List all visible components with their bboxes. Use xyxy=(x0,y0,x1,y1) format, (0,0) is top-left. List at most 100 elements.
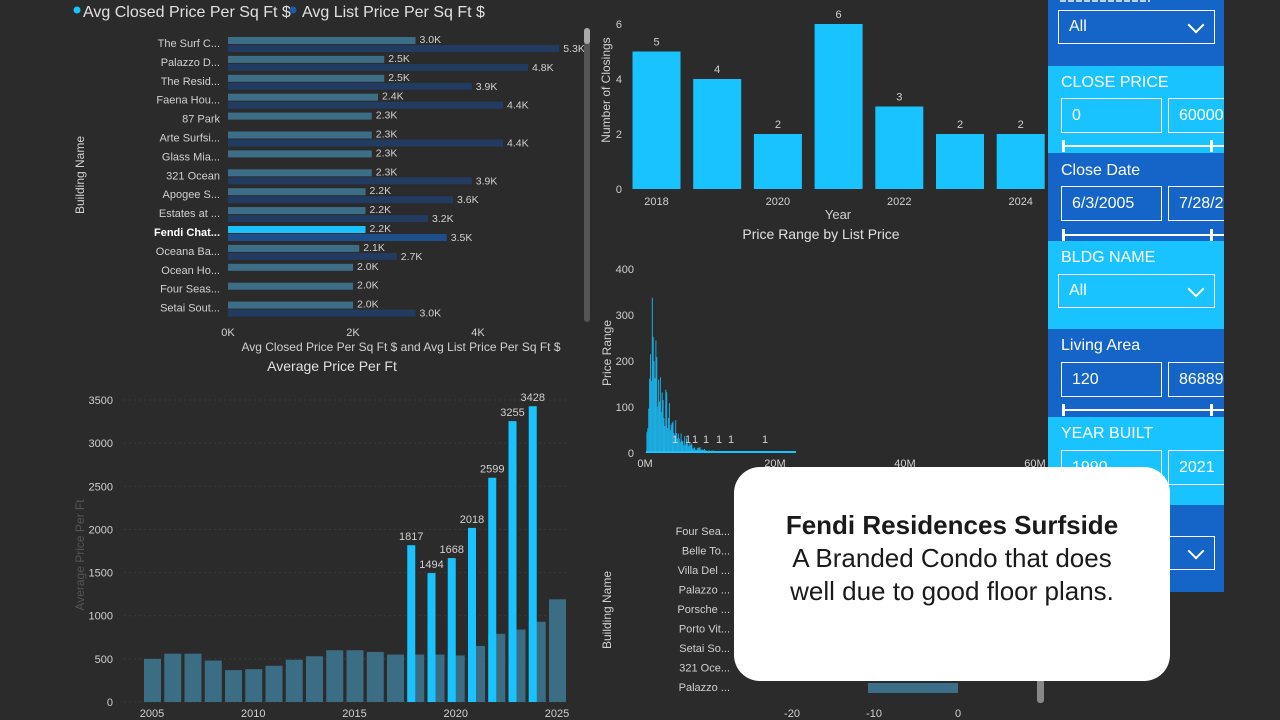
closings-bar[interactable] xyxy=(936,134,984,189)
background-bar[interactable] xyxy=(366,651,384,702)
range-slider-handle-min[interactable] xyxy=(1062,140,1065,152)
closed-price-bar[interactable] xyxy=(228,112,372,120)
list-price-bar[interactable] xyxy=(228,252,397,260)
y-tick-label: 0 xyxy=(628,448,634,460)
closed-price-bar[interactable] xyxy=(228,282,353,290)
list-price-bar[interactable] xyxy=(228,82,472,90)
closings-bar[interactable] xyxy=(814,24,863,189)
background-bar[interactable] xyxy=(387,654,404,702)
closed-price-bar[interactable] xyxy=(228,150,372,158)
background-bar[interactable] xyxy=(326,650,344,702)
list-price-bar[interactable] xyxy=(228,196,453,204)
slicer-label: Living Area xyxy=(1061,337,1141,354)
closings-bar[interactable] xyxy=(753,134,802,189)
list-price-bar[interactable] xyxy=(228,139,503,147)
living-area-min-input[interactable]: 120 xyxy=(1061,362,1162,397)
range-slider-handle-max[interactable] xyxy=(1210,229,1213,241)
closed-price-bar[interactable] xyxy=(228,301,353,309)
number-of-closings-chart: Number of Closings 0 2 4 6 5 4 2 6 3 2 2 2018 2020… xyxy=(599,9,1045,242)
background-bar[interactable] xyxy=(164,653,182,702)
highlight-bar[interactable] xyxy=(427,573,436,702)
list-price-bar[interactable] xyxy=(228,215,428,223)
list-price-bar[interactable] xyxy=(228,177,472,185)
highlight-bar[interactable] xyxy=(447,558,456,702)
background-bar[interactable] xyxy=(204,660,222,702)
closings-bar[interactable] xyxy=(693,79,742,189)
y-tick-label: 2 xyxy=(616,129,622,141)
closings-bar[interactable] xyxy=(632,51,681,190)
range-slider-handle-min[interactable] xyxy=(1062,404,1065,416)
neighborhood-dropdown[interactable]: All xyxy=(1058,10,1215,44)
legend-item-list[interactable]: Avg List Price Per Sq Ft $ xyxy=(302,4,485,21)
background-bar[interactable] xyxy=(306,656,323,702)
closed-price-bar[interactable] xyxy=(228,55,385,63)
y-tick-label: 200 xyxy=(616,356,634,368)
closed-price-bar[interactable] xyxy=(228,131,372,139)
close-price-max-input[interactable]: 60000 xyxy=(1168,98,1224,133)
closed-price-label: 2.3K xyxy=(376,166,398,178)
x-tick-label: 2020 xyxy=(766,196,790,208)
building-label: Palazzo D... xyxy=(161,57,220,69)
highlight-bar[interactable] xyxy=(488,477,497,702)
dropdown-value: All xyxy=(1069,18,1087,35)
background-bar[interactable] xyxy=(285,659,303,702)
bldg-name-dropdown[interactable]: All xyxy=(1058,274,1215,308)
callout-line-2: well due to good floor plans. xyxy=(790,576,1114,606)
range-slider-handle-max[interactable] xyxy=(1210,404,1213,416)
closed-price-bar[interactable] xyxy=(228,226,366,233)
list-price-label: 3.9K xyxy=(476,175,498,187)
x-axis-label: Avg Closed Price Per Sq Ft $ and Avg Lis… xyxy=(241,340,560,354)
highlight-bar[interactable] xyxy=(508,421,517,702)
close-date-start-input[interactable]: 6/3/2005 xyxy=(1061,186,1162,221)
scrollbar[interactable] xyxy=(584,28,590,322)
highlight-bar[interactable] xyxy=(407,545,416,702)
background-bar[interactable] xyxy=(225,670,242,702)
dropdown-value: All xyxy=(1069,282,1087,299)
living-area-max-input[interactable]: 86889 xyxy=(1168,362,1224,397)
closed-price-bar[interactable] xyxy=(228,169,372,177)
background-bar[interactable] xyxy=(265,665,283,702)
annotation-callout: Fendi Residences Surfside A Branded Cond… xyxy=(734,467,1170,681)
closed-price-bar[interactable] xyxy=(228,188,366,196)
close-price-min-input[interactable]: 0 xyxy=(1061,98,1162,133)
x-tick-label: 2K xyxy=(346,327,360,339)
range-slider-track[interactable] xyxy=(1062,145,1224,147)
closed-price-bar[interactable] xyxy=(228,207,366,215)
close-date-end-input[interactable]: 7/28/2 xyxy=(1168,186,1224,221)
background-bar[interactable] xyxy=(549,599,566,702)
background-bar[interactable] xyxy=(245,669,263,702)
list-price-bar[interactable] xyxy=(228,101,503,109)
closed-price-bar[interactable] xyxy=(228,37,416,44)
closed-price-bar[interactable] xyxy=(228,93,378,101)
legend-item-closed[interactable]: Avg Closed Price Per Sq Ft $ xyxy=(83,4,291,21)
highlight-bar[interactable] xyxy=(528,406,537,702)
closed-price-label: 2.2K xyxy=(370,204,392,216)
closings-bar[interactable] xyxy=(996,134,1045,189)
chevron-down-icon xyxy=(1187,16,1205,34)
background-bar[interactable] xyxy=(144,658,161,702)
closed-price-bar[interactable] xyxy=(228,74,385,82)
range-slider-handle-min[interactable] xyxy=(1062,229,1065,241)
list-price-bar[interactable] xyxy=(228,45,560,52)
range-slider-track[interactable] xyxy=(1062,409,1224,411)
closings-bar[interactable] xyxy=(875,106,924,190)
closed-price-bar[interactable] xyxy=(228,244,360,252)
closed-price-bar[interactable] xyxy=(228,263,353,271)
range-slider-handle-max[interactable] xyxy=(1210,140,1213,152)
background-bar[interactable] xyxy=(184,653,202,702)
scrollbar-thumb[interactable] xyxy=(584,28,590,44)
background-bar[interactable] xyxy=(346,650,364,702)
difference-bar xyxy=(868,683,958,693)
neighborhood-label-clipped xyxy=(1060,0,1150,2)
building-label: 87 Park xyxy=(182,114,220,126)
bar-value-label: 2599 xyxy=(480,464,504,476)
highlight-bar[interactable] xyxy=(468,527,476,702)
building-label: The Resid... xyxy=(161,76,220,88)
building-label: Porsche ... xyxy=(677,604,730,616)
list-price-bar[interactable] xyxy=(228,63,528,71)
list-price-bar[interactable] xyxy=(228,309,416,317)
bar-value-label: 1817 xyxy=(399,531,423,543)
list-price-bar[interactable] xyxy=(228,234,447,241)
year-built-max-input[interactable]: 2021 xyxy=(1168,450,1224,485)
range-slider-track[interactable] xyxy=(1062,234,1224,236)
